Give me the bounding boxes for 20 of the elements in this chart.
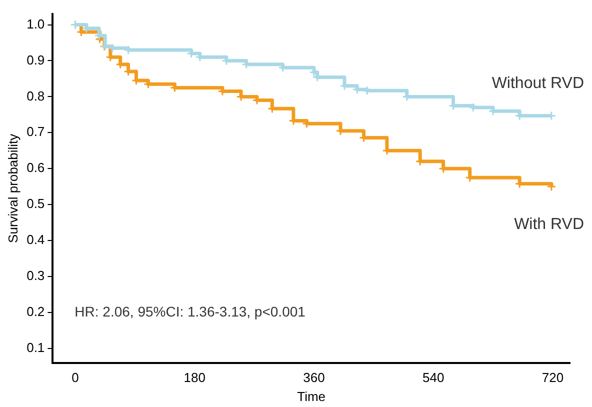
x-tick-label: 360 <box>303 370 325 386</box>
x-tick-label: 720 <box>542 370 564 386</box>
series-label: With RVD <box>514 216 584 234</box>
y-tick-label: 0.4 <box>26 232 45 248</box>
x-tick-label: 540 <box>422 370 444 386</box>
y-axis-title: Survival probability <box>5 133 20 243</box>
y-tick-label: 0.8 <box>26 88 45 104</box>
y-tick-label: 0.5 <box>26 196 45 212</box>
y-tick-label: 0.3 <box>26 268 45 284</box>
y-tick-label: 1.0 <box>26 16 45 32</box>
y-tick-label: 0.9 <box>26 52 45 68</box>
x-tick-label: 180 <box>184 370 206 386</box>
y-tick-label: 0.7 <box>26 124 45 140</box>
y-tick-label: 0.6 <box>26 160 45 176</box>
series-label: Without RVD <box>492 75 584 92</box>
y-tick-label: 0.1 <box>26 340 45 355</box>
x-tick-label: 0 <box>72 370 79 386</box>
x-axis-title: Time <box>297 388 326 404</box>
annotation: HR: 2.06, 95%CI: 1.36-3.13, p<0.001 <box>74 303 306 320</box>
y-tick-label: 0.2 <box>26 304 45 320</box>
